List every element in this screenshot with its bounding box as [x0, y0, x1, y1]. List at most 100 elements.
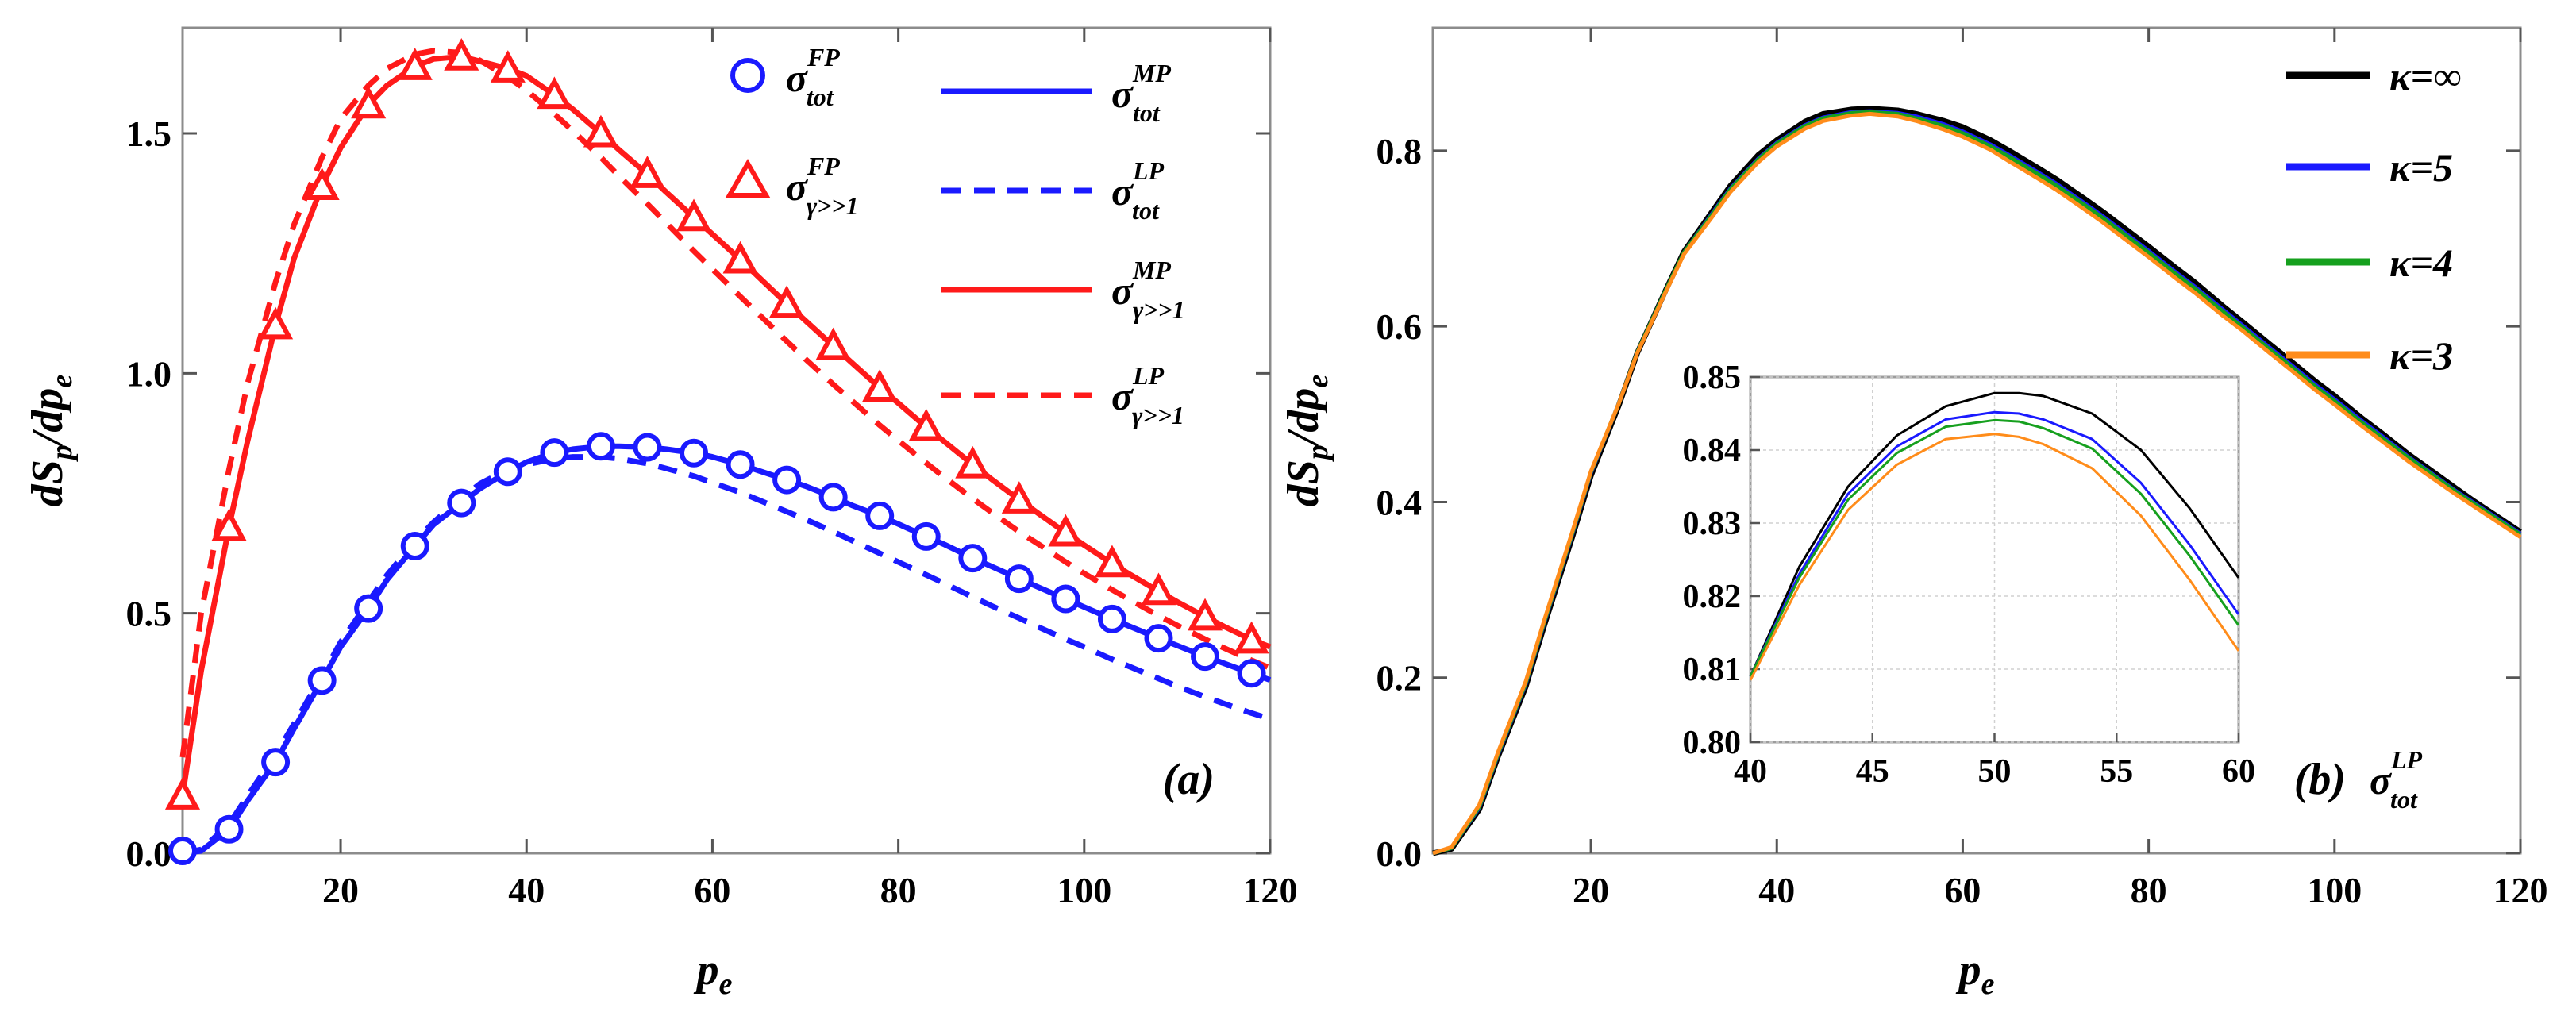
- series-line-κ=3: [1432, 111, 2522, 856]
- inset-frame: [1749, 375, 2240, 744]
- marker-circle: [680, 438, 709, 468]
- panel-a-xlabel: pe: [694, 945, 733, 1001]
- inset-series: [1749, 391, 2240, 681]
- inset-ticks: 40 45 50 55 60 0.80 0.81 0.82 0.83 0.84 0.85: [1683, 360, 2256, 790]
- panel-b-inset: 40 45 50 55 60 0.80 0.81 0.82 0.83 0.84 0.85: [1683, 360, 2256, 790]
- inset-series-line-κ=4: [1749, 418, 2240, 677]
- inset-gridlines: [1750, 376, 2239, 743]
- x-tick-label: 60: [694, 870, 730, 910]
- panel-b-ticks: 20 40 60 80 100 120 0.0 0.2 0.4 0.6 0.8: [1377, 28, 2548, 910]
- legend-triangle-marker: [725, 158, 771, 198]
- marker-circle: [400, 532, 429, 561]
- x-tick-label: 100: [2307, 870, 2362, 910]
- panel-b-frame: [1431, 26, 2522, 855]
- inset-y-tick-label: 0.80: [1683, 725, 1742, 761]
- marker-circle: [1237, 659, 1266, 688]
- marker-circle: [168, 836, 197, 865]
- x-tick-label: 20: [322, 870, 359, 910]
- marker-triangle: [955, 445, 991, 479]
- legend-sigma-fp-gamma: σFP γ>>1: [786, 152, 859, 220]
- marker-triangle: [1188, 598, 1223, 631]
- marker-triangle: [444, 37, 479, 71]
- y-tick-label: 0.8: [1377, 131, 1423, 171]
- x-tick-label: 80: [880, 870, 917, 910]
- inset-y-tick-label: 0.84: [1683, 433, 1742, 469]
- marker-triangle: [722, 241, 758, 274]
- x-tick-label: 40: [1758, 870, 1795, 910]
- marker-circle: [540, 438, 569, 468]
- marker-triangle: [304, 167, 340, 200]
- panel-b-series: [1432, 106, 2522, 856]
- marker-circle: [1144, 624, 1173, 653]
- inset-y-tick-label: 0.81: [1683, 652, 1742, 688]
- marker-circle: [1191, 642, 1220, 672]
- panel-a-markers: [164, 37, 1269, 865]
- marker-triangle: [908, 408, 944, 441]
- marker-circle: [865, 501, 895, 530]
- marker-triangle: [490, 50, 526, 83]
- marker-triangle: [815, 327, 851, 360]
- marker-triangle: [630, 156, 665, 188]
- panel-a: 20 40 60 80 100 120 0.0 0.5 1.0 1.5 dSp/dpe pe (a…: [23, 26, 1298, 1001]
- marker-triangle: [537, 76, 572, 110]
- y-tick-label: 0.6: [1377, 306, 1423, 347]
- marker-triangle: [769, 285, 805, 318]
- series-line-σLP_γ>>1: [179, 48, 1272, 758]
- inset-x-tick-label: 60: [2222, 753, 2255, 790]
- marker-triangle: [1234, 621, 1269, 654]
- y-tick-label: 0.2: [1377, 658, 1423, 698]
- legend-sigma-lp-gamma: σLP γ>>1: [1111, 361, 1184, 429]
- marker-triangle: [676, 198, 712, 232]
- marker-circle: [633, 433, 662, 462]
- inset-x-tick-label: 50: [1978, 753, 2012, 790]
- legend-sigma-mp-gamma: σMP γ>>1: [1111, 256, 1185, 324]
- marker-circle: [818, 483, 848, 512]
- marker-triangle: [583, 114, 618, 148]
- inset-y-tick-label: 0.82: [1683, 579, 1742, 615]
- panel-b-ylabel: dSp/dpe: [1279, 375, 1334, 507]
- panel-a-ylabel: dSp/dpe: [23, 375, 79, 507]
- legend-kappa-4: κ=4: [2389, 241, 2453, 285]
- legend-kappa-3: κ=3: [2389, 333, 2453, 378]
- inset-series-line-κ=3: [1749, 433, 2240, 681]
- marker-triangle: [1094, 545, 1130, 578]
- legend-kappa-inf: κ=∞: [2389, 54, 2462, 98]
- inset-y-tick-label: 0.85: [1683, 360, 1742, 396]
- marker-triangle: [397, 48, 433, 80]
- panel-b-legend: κ=∞ κ=5 κ=4 κ=3: [2286, 54, 2462, 378]
- marker-circle: [1051, 584, 1080, 614]
- marker-triangle: [1048, 514, 1084, 547]
- panel-b-note: σLP tot: [2370, 745, 2423, 814]
- inset-x-tick-label: 45: [1856, 753, 1889, 790]
- x-tick-label: 100: [1057, 870, 1111, 910]
- series-line-σLP_tot: [182, 454, 1272, 856]
- marker-triangle: [1141, 572, 1176, 606]
- marker-circle: [586, 432, 615, 461]
- marker-triangle: [258, 306, 294, 340]
- inset-y-tick-label: 0.83: [1683, 506, 1742, 542]
- marker-triangle: [1001, 481, 1037, 514]
- y-tick-label: 1.0: [126, 353, 172, 394]
- marker-circle: [447, 488, 476, 518]
- inset-x-tick-label: 40: [1734, 753, 1767, 790]
- inset-x-tick-label: 55: [2100, 753, 2133, 790]
- x-tick-label: 40: [508, 870, 545, 910]
- marker-triangle: [164, 777, 201, 810]
- marker-circle: [307, 666, 337, 695]
- panel-a-label: (a): [1163, 755, 1215, 804]
- inset-series-line-κ=∞: [1749, 391, 2240, 677]
- x-tick-label: 80: [2131, 870, 2167, 910]
- legend-sigma-fp-tot: σFP tot: [786, 43, 840, 111]
- marker-circle: [214, 814, 244, 844]
- x-tick-label: 60: [1944, 870, 1981, 910]
- marker-circle: [911, 521, 941, 551]
- marker-circle: [354, 594, 383, 623]
- panel-b-xlabel: pe: [1956, 945, 1995, 1001]
- marker-circle: [493, 457, 522, 487]
- marker-circle: [958, 544, 988, 573]
- marker-triangle: [862, 369, 898, 402]
- legend-kappa-5: κ=5: [2389, 145, 2453, 190]
- inset-series-line-κ=5: [1749, 410, 2240, 677]
- y-tick-label: 0.5: [126, 594, 172, 634]
